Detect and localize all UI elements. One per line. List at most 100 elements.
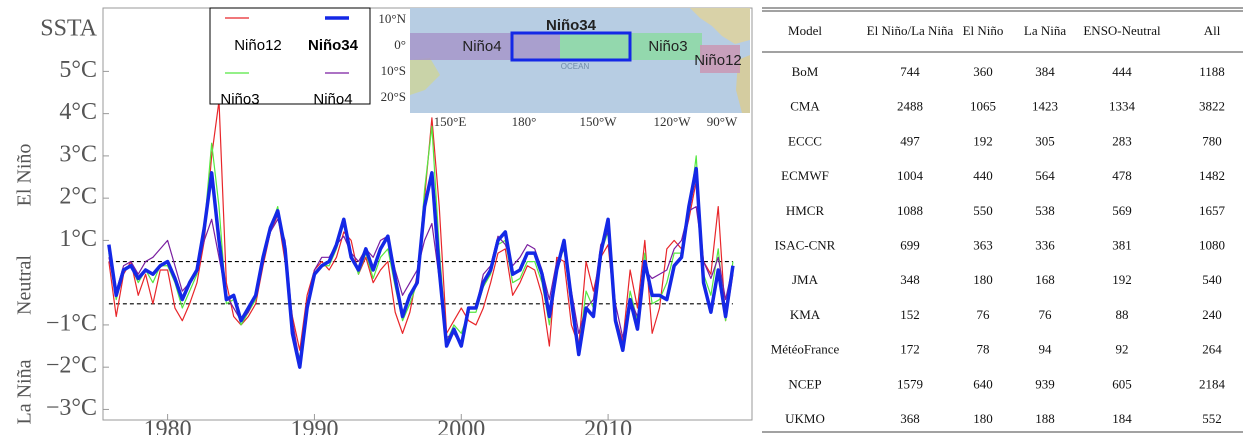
- y-tick-label: 2°C: [59, 184, 97, 210]
- ocean-label: OCEAN: [561, 62, 590, 71]
- table-cell: 699: [900, 237, 920, 252]
- y-tick-label: 5°C: [59, 57, 97, 83]
- table-cell: 94: [1039, 342, 1053, 357]
- x-tick-label: 2000: [437, 417, 485, 435]
- row-label: ECCC: [788, 133, 822, 148]
- x-tick-label: 2010: [584, 417, 632, 435]
- lat-label: 20°S: [381, 89, 406, 104]
- table-cell: 188: [1035, 411, 1055, 426]
- table-cell: 2184: [1199, 376, 1226, 391]
- row-label: BoM: [792, 64, 819, 79]
- table-cell: 605: [1112, 376, 1132, 391]
- x-tick-label: 1980: [144, 417, 192, 435]
- row-label: UKMO: [785, 411, 825, 426]
- table-cell: 1080: [1199, 237, 1225, 252]
- table-cell: 348: [900, 272, 920, 287]
- table-cell: 152: [900, 307, 920, 322]
- lon-label: 150°W: [580, 114, 618, 129]
- table-cell: 368: [900, 411, 920, 426]
- table-cell: 640: [973, 376, 993, 391]
- region-label: Niño3: [648, 38, 687, 55]
- legend-label: Niño34: [308, 37, 359, 54]
- table-cell: 550: [973, 203, 993, 218]
- y-tick-label: 3°C: [59, 141, 97, 167]
- row-label: HMCR: [786, 203, 825, 218]
- table-cell: 540: [1202, 272, 1222, 287]
- table-cell: 1334: [1109, 99, 1136, 114]
- table-cell: 2488: [897, 99, 923, 114]
- region-label: Niño4: [462, 38, 501, 55]
- lon-label: 90°W: [707, 114, 738, 129]
- column-header: El Niño: [963, 23, 1004, 38]
- table-cell: 305: [1035, 133, 1055, 148]
- table-cell: 440: [973, 168, 993, 183]
- row-label: KMA: [790, 307, 821, 322]
- lon-label: 180°: [512, 114, 537, 129]
- region-label: Niño34: [546, 17, 597, 34]
- table-cell: 283: [1112, 133, 1132, 148]
- column-header: La Niña: [1024, 23, 1066, 38]
- table-cell: 264: [1202, 342, 1222, 357]
- page: {"chart_data": { "type": "line", "ylabel…: [0, 0, 1243, 435]
- table-cell: 538: [1035, 203, 1055, 218]
- legend-label: Niño12: [234, 37, 282, 54]
- region-label: El Niño: [14, 144, 36, 207]
- table-cell: 1188: [1199, 64, 1225, 79]
- table-cell: 444: [1112, 64, 1132, 79]
- table-cell: 552: [1202, 411, 1222, 426]
- table-cell: 192: [973, 133, 993, 148]
- column-header: Model: [788, 23, 822, 38]
- row-label: NCEP: [788, 376, 821, 391]
- y-axis-title: SSTA: [40, 16, 97, 42]
- table-cell: 192: [1112, 272, 1132, 287]
- y-tick-label: 1°C: [59, 226, 97, 252]
- y-tick-label: −3°C: [46, 395, 97, 421]
- legend-box: [210, 8, 370, 104]
- table-cell: 780: [1202, 133, 1222, 148]
- table-cell: 1482: [1199, 168, 1225, 183]
- table-cell: 363: [973, 237, 993, 252]
- table-cell: 1657: [1199, 203, 1226, 218]
- table-cell: 180: [973, 272, 993, 287]
- table-cell: 1423: [1032, 99, 1058, 114]
- row-label: MétéoFrance: [771, 342, 840, 357]
- table-cell: 78: [977, 342, 990, 357]
- table-cell: 180: [973, 411, 993, 426]
- y-tick-label: −1°C: [46, 310, 97, 336]
- table-cell: 1065: [970, 99, 996, 114]
- column-header: ENSO-Neutral: [1083, 23, 1161, 38]
- lat-label: 0°: [394, 37, 406, 52]
- region-nino4-overlap: [512, 33, 560, 60]
- table-cell: 1004: [897, 168, 924, 183]
- lon-label: 150°E: [434, 114, 467, 129]
- lat-label: 10°N: [378, 11, 406, 26]
- region-label: Niño12: [694, 52, 742, 69]
- table-cell: 184: [1112, 411, 1132, 426]
- row-label: JMA: [792, 272, 819, 287]
- table-cell: 76: [977, 307, 991, 322]
- table-cell: 384: [1035, 64, 1055, 79]
- table-cell: 569: [1112, 203, 1132, 218]
- table-cell: 1088: [897, 203, 923, 218]
- table-cell: 564: [1035, 168, 1055, 183]
- table-cell: 3822: [1199, 99, 1225, 114]
- legend-label: Niño4: [313, 91, 352, 108]
- row-label: ECMWF: [781, 168, 829, 183]
- table-cell: 939: [1035, 376, 1055, 391]
- table-cell: 168: [1035, 272, 1055, 287]
- column-header: All: [1204, 23, 1221, 38]
- table-cell: 240: [1202, 307, 1222, 322]
- row-label: CMA: [790, 99, 820, 114]
- table-cell: 478: [1112, 168, 1132, 183]
- region-label: Neutral: [14, 255, 36, 315]
- table-cell: 92: [1116, 342, 1129, 357]
- table-cell: 88: [1116, 307, 1129, 322]
- row-label: ISAC-CNR: [775, 237, 836, 252]
- table-cell: 360: [973, 64, 993, 79]
- table-cell: 381: [1112, 237, 1132, 252]
- region-label: La Niña: [14, 359, 36, 424]
- table-cell: 744: [900, 64, 920, 79]
- x-tick-label: 1990: [290, 417, 338, 435]
- y-tick-label: 4°C: [59, 99, 97, 125]
